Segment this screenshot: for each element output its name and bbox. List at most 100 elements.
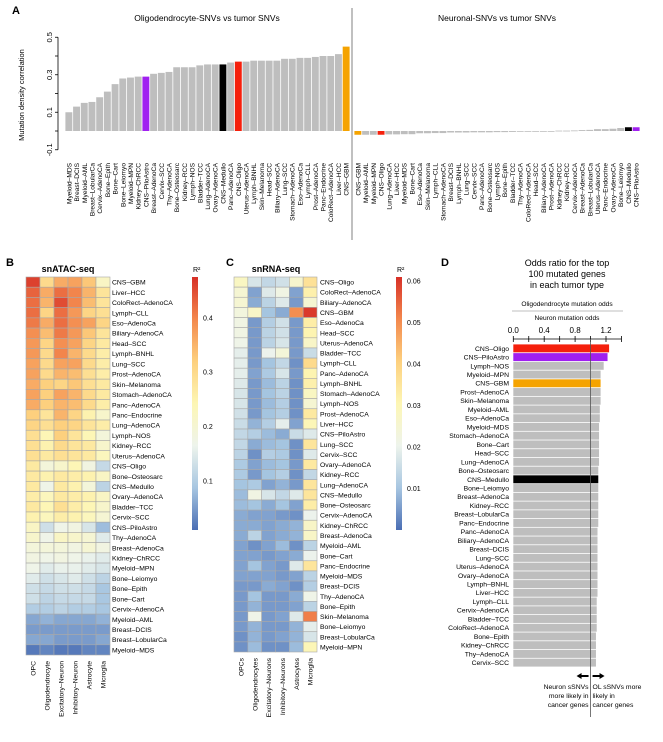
heatmap-cell bbox=[67, 634, 83, 646]
heatmap-cell bbox=[233, 479, 249, 491]
row-label: Breast–DCIS bbox=[112, 627, 152, 634]
heatmap-cell bbox=[53, 460, 69, 472]
heatmap-cell bbox=[233, 408, 249, 420]
x-tick-label: CNS–Medullo bbox=[626, 163, 633, 204]
row-label: Myeloid–MDS bbox=[112, 647, 155, 654]
row-label: Myeloid–MPN bbox=[112, 566, 154, 573]
heatmap-cell bbox=[53, 317, 69, 329]
heatmap-cell bbox=[247, 580, 262, 592]
heatmap-cell bbox=[289, 448, 304, 460]
x-tick-label: Kidney–ChRCC bbox=[556, 163, 563, 210]
heatmap-cell bbox=[261, 428, 276, 440]
x-tick-label: Lung–SCC bbox=[464, 163, 471, 195]
heatmap-title: snATAC-seq bbox=[42, 264, 95, 274]
y-tick-label: Myeloid–MPN bbox=[467, 372, 509, 379]
heatmap-cell bbox=[81, 552, 97, 564]
heatmap-cell bbox=[81, 501, 97, 513]
row-label: Panc–AdenoCA bbox=[112, 402, 161, 409]
heatmap-cell bbox=[289, 459, 304, 470]
heatmap-cell bbox=[39, 327, 55, 339]
heatmap-cell bbox=[302, 428, 318, 440]
heatmap-cell bbox=[95, 440, 111, 451]
bar bbox=[265, 60, 273, 131]
bar bbox=[493, 131, 501, 133]
y-tick-label: Uterus–AdenoCA bbox=[456, 564, 509, 571]
bar bbox=[96, 97, 104, 131]
bar bbox=[624, 127, 632, 131]
bar bbox=[423, 131, 431, 134]
x-tick-label: Lung–AdenoCA bbox=[205, 162, 212, 209]
heatmap-cell bbox=[53, 542, 69, 554]
heatmap-cell bbox=[261, 590, 276, 602]
colorbar-tick-label: 0.3 bbox=[203, 370, 213, 377]
heatmap-cell bbox=[289, 611, 304, 622]
x-tick-label: Bone–Leiomyo bbox=[618, 163, 625, 207]
heatmap-cell bbox=[247, 286, 262, 298]
x-tick-label: Myeloid–AML bbox=[363, 163, 370, 203]
column-label: Oligodendrocytes bbox=[252, 657, 259, 710]
heatmap-cell bbox=[25, 613, 41, 625]
row-label: Liver–HCC bbox=[320, 421, 353, 428]
annotation-text: likely in bbox=[593, 693, 616, 700]
bar bbox=[119, 78, 127, 131]
x-tick-label: Uterus–AdenoCA bbox=[595, 162, 602, 214]
heatmap-cell bbox=[289, 590, 304, 602]
x-tick-label: Myeloid–MPN bbox=[371, 163, 378, 204]
heatmap-cell bbox=[25, 440, 41, 451]
heatmap-cell bbox=[275, 550, 290, 562]
heatmap-cell bbox=[25, 470, 41, 482]
x-tick-label: ColoRect–AdenoCA bbox=[525, 162, 532, 222]
heatmap-cell bbox=[53, 552, 69, 564]
heatmap-cell bbox=[261, 367, 276, 379]
colorbar-tick-label: 0.05 bbox=[407, 320, 421, 327]
heatmap-cell bbox=[261, 357, 276, 369]
heatmap-cell bbox=[39, 450, 55, 462]
heatmap-cell bbox=[261, 276, 276, 288]
heatmap-cell bbox=[81, 286, 97, 298]
heatmap-cell bbox=[233, 540, 249, 551]
x-tick-label: Kidney–RCC bbox=[564, 163, 571, 201]
row-label: ColoRect–AdenoCA bbox=[112, 300, 173, 307]
heatmap-cell bbox=[81, 460, 97, 472]
heatmap-cell bbox=[302, 337, 318, 349]
heatmap-cell bbox=[275, 418, 290, 430]
y-tick-label: 0.1 bbox=[45, 107, 54, 117]
heatmap-cell bbox=[67, 562, 83, 574]
bar bbox=[354, 131, 362, 135]
bar bbox=[539, 131, 547, 132]
heatmap-cell bbox=[39, 603, 55, 615]
y-tick-label: Skin–Melanoma bbox=[460, 398, 509, 405]
heatmap-cell bbox=[302, 550, 318, 562]
y-tick-label: -0.1 bbox=[45, 143, 54, 156]
heatmap-cell bbox=[95, 501, 111, 513]
row-label: Myeloid–AML bbox=[320, 543, 361, 550]
heatmap-cell bbox=[275, 611, 290, 622]
heatmap-cell bbox=[81, 644, 97, 656]
heatmap-cell bbox=[261, 418, 276, 430]
heatmap-cell bbox=[81, 450, 97, 462]
heatmap-cell bbox=[67, 429, 83, 441]
y-tick-label: CNS–GBM bbox=[475, 381, 509, 388]
colorbar-tick-label: 0.1 bbox=[203, 479, 213, 486]
x-tick-label: Head–SCC bbox=[267, 163, 274, 197]
heatmap-cell bbox=[39, 348, 55, 360]
heatmap-cell bbox=[39, 399, 55, 411]
heatmap-cell bbox=[289, 327, 304, 339]
heatmap-cell bbox=[67, 583, 83, 595]
x-tick-label: Lymph–NOS bbox=[190, 162, 197, 200]
x-tick-label: Lymph–BNHL bbox=[251, 163, 258, 204]
row-label: Myeloid–AML bbox=[112, 617, 153, 624]
y-tick-label: Myeloid–AML bbox=[468, 407, 509, 414]
heatmap-cell bbox=[261, 398, 276, 410]
y-tick-label: Panc–Endocrine bbox=[459, 520, 509, 527]
column-label: OPCs bbox=[238, 657, 245, 676]
heatmap-cell bbox=[25, 307, 41, 319]
y-tick-label: Lung–SCC bbox=[476, 555, 509, 562]
heatmap-cell bbox=[233, 550, 249, 562]
bar bbox=[513, 658, 596, 667]
bar bbox=[234, 61, 242, 131]
heatmap-cell bbox=[39, 542, 55, 554]
heatmap-cell bbox=[261, 327, 276, 339]
heatmap-cell bbox=[275, 337, 290, 349]
